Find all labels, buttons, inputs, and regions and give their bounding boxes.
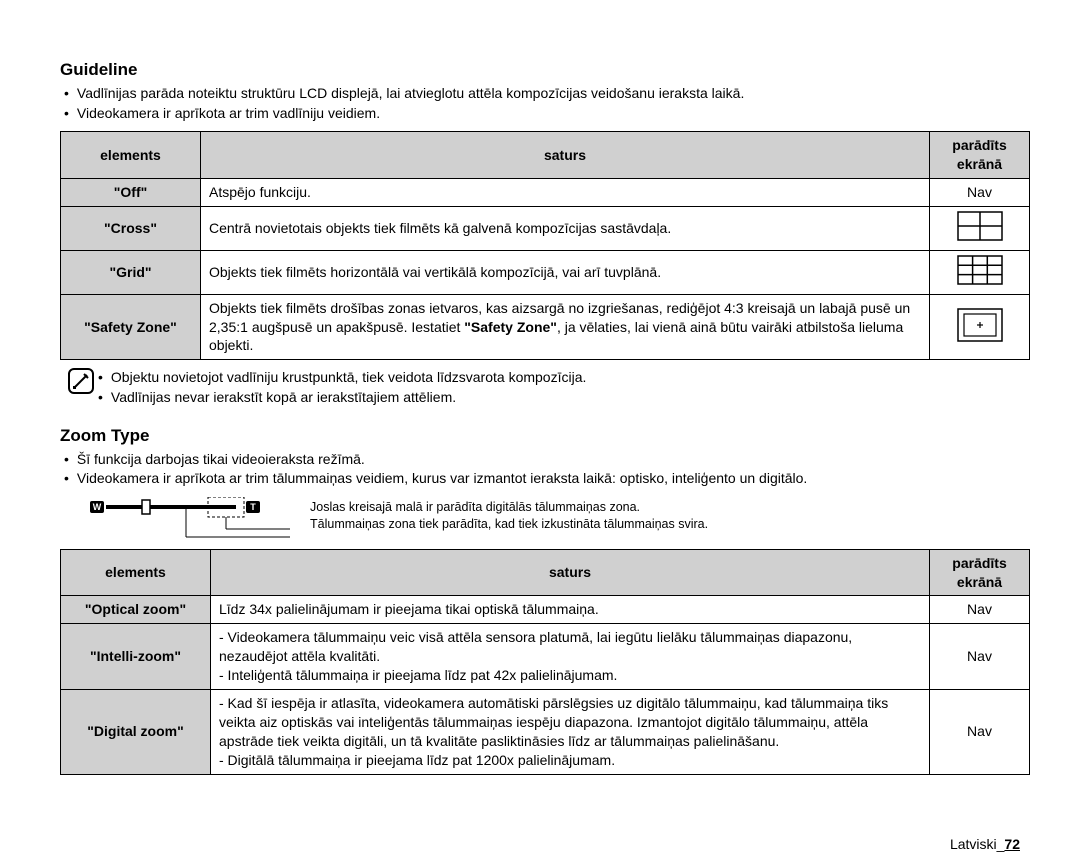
row-label: "Digital zoom" [61,690,211,775]
row-icon: Nav [930,624,1030,690]
th-icon: parādīts ekrānā [930,132,1030,179]
row-icon [930,250,1030,294]
row-desc: Centrā novietotais objekts tiek filmēts … [201,206,930,250]
grid-icon [957,255,1003,285]
th-saturs: saturs [211,549,930,596]
caption-line: Tālummaiņas zona tiek parādīta, kad tiek… [310,516,708,534]
th-icon: parādīts ekrānā [930,549,1030,596]
zoomtype-table: elements saturs parādīts ekrānā "Optical… [60,549,1030,775]
safety-zone-icon [957,308,1003,342]
page-footer: Latviski_72 [950,836,1020,852]
svg-text:W: W [93,502,102,512]
note-item: Objektu novietojot vadlīniju krustpunktā… [112,368,586,388]
guideline-table: elements saturs parādīts ekrānā "Off" At… [60,131,1030,360]
row-desc: Atspējo funkciju. [201,178,930,206]
cross-icon [957,211,1003,241]
note-icon [68,368,94,394]
th-elements: elements [61,132,201,179]
th-elements: elements [61,549,211,596]
row-icon: Nav [930,690,1030,775]
row-icon: Nav [930,596,1030,624]
th-saturs: saturs [201,132,930,179]
footer-page: 72 [1004,836,1020,852]
row-label: "Intelli-zoom" [61,624,211,690]
zoom-bar-icon: W T [90,497,290,539]
svg-text:T: T [250,502,256,512]
row-desc: Līdz 34x palielinājumam ir pieejama tika… [211,596,930,624]
row-label: "Optical zoom" [61,596,211,624]
row-desc: - Kad šī iespēja ir atlasīta, videokamer… [211,690,930,775]
zoom-captions: Joslas kreisajā malā ir parādīta digitāl… [310,497,708,534]
row-label: "Safety Zone" [61,294,201,360]
bullet-item: Videokamera ir aprīkota ar trim tālummai… [78,469,1030,489]
row-icon [930,206,1030,250]
row-icon: Nav [930,178,1030,206]
row-desc: Objekts tiek filmēts drošības zonas ietv… [201,294,930,360]
bullet-item: Šī funkcija darbojas tikai videoieraksta… [78,450,1030,470]
footer-lang: Latviski [950,836,997,852]
zoom-bar-diagram: W T Joslas kreisajā malā ir parādīta dig… [60,497,1030,539]
bullet-item: Vadlīnijas parāda noteiktu struktūru LCD… [78,84,1030,104]
row-label: "Off" [61,178,201,206]
row-desc: Objekts tiek filmēts horizontālā vai ver… [201,250,930,294]
guideline-note: Objektu novietojot vadlīniju krustpunktā… [60,368,1030,407]
note-item: Vadlīnijas nevar ierakstīt kopā ar ierak… [112,388,586,408]
row-label: "Grid" [61,250,201,294]
row-desc: - Videokamera tālummaiņu veic visā attēl… [211,624,930,690]
zoomtype-section: Zoom Type Šī funkcija darbojas tikai vid… [60,426,1030,775]
guideline-bullets: Vadlīnijas parāda noteiktu struktūru LCD… [60,84,1030,123]
guideline-section: Guideline Vadlīnijas parāda noteiktu str… [60,60,1030,408]
caption-line: Joslas kreisajā malā ir parādīta digitāl… [310,499,708,517]
guideline-heading: Guideline [60,60,1030,80]
row-icon [930,294,1030,360]
zoomtype-bullets: Šī funkcija darbojas tikai videoieraksta… [60,450,1030,489]
row-label: "Cross" [61,206,201,250]
bullet-item: Videokamera ir aprīkota ar trim vadlīnij… [78,104,1030,124]
zoomtype-heading: Zoom Type [60,426,1030,446]
